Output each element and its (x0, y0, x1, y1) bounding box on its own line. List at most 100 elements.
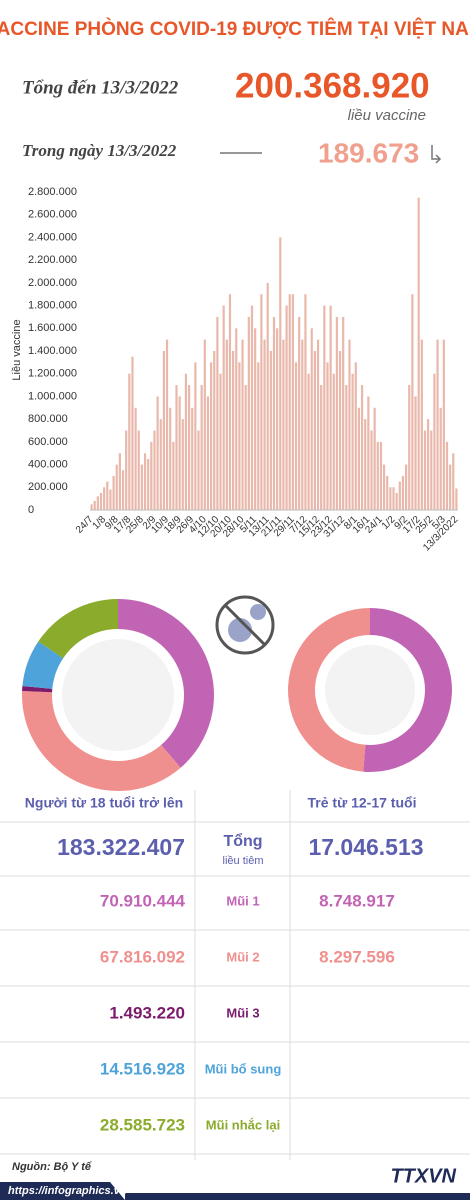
bar (386, 475, 389, 510)
y-tick-label: 2.000.000 (28, 277, 77, 289)
bar (250, 305, 254, 510)
bar (99, 492, 103, 510)
bar (401, 475, 405, 510)
bar (131, 356, 134, 510)
total-adult: 183.322.407 (57, 834, 185, 860)
donut-segment (363, 608, 452, 772)
logo: TTXVN (390, 1165, 456, 1187)
bar (427, 419, 430, 510)
bar (200, 385, 203, 510)
url[interactable]: https://infographics.vn (8, 1185, 127, 1197)
bar (276, 328, 279, 510)
bar (348, 339, 351, 510)
bar (376, 441, 379, 510)
bar (398, 481, 401, 510)
bar (222, 305, 225, 510)
bar (169, 407, 172, 510)
bar (320, 385, 323, 510)
bar (159, 419, 162, 510)
bar (442, 339, 445, 510)
bar (181, 419, 184, 510)
bar (430, 430, 433, 510)
bar (405, 464, 408, 510)
bar (96, 496, 99, 510)
adult-value: 28.585.723 (100, 1115, 185, 1134)
bar (121, 470, 125, 510)
bar (266, 282, 269, 510)
bar (247, 316, 250, 510)
bar (414, 396, 417, 510)
bar (93, 500, 96, 510)
bar (232, 351, 235, 510)
bar (411, 294, 414, 510)
bar (125, 430, 128, 510)
bar (282, 339, 285, 510)
dose-label: Mũi bổ sung (205, 1061, 282, 1076)
bar (235, 328, 238, 510)
footer-strip (125, 1193, 470, 1200)
bar (194, 362, 197, 510)
bar (395, 492, 398, 510)
bar (213, 351, 216, 510)
bar (367, 396, 370, 510)
donut-segment (287, 608, 370, 772)
bar (408, 385, 411, 510)
bar (140, 464, 143, 510)
bar (351, 373, 354, 510)
bar (187, 385, 191, 510)
bar (178, 396, 181, 510)
bar (420, 339, 423, 510)
y-tick-label: 200.000 (28, 481, 68, 493)
footer-url-bg (0, 1182, 125, 1200)
bar (147, 458, 150, 510)
bar (329, 305, 332, 510)
bar (228, 294, 232, 510)
adult-value: 14.516.928 (100, 1059, 185, 1078)
bar (301, 339, 304, 510)
bar (357, 407, 361, 510)
donut-segment (22, 686, 53, 693)
y-tick-label: 1.200.000 (28, 368, 77, 380)
total-label: Tổng đến 13/3/2022 (22, 77, 179, 98)
bar (137, 430, 140, 510)
dose-label: Mũi 1 (226, 893, 259, 908)
total-child: 17.046.513 (308, 834, 423, 860)
bar (392, 487, 395, 510)
donut-segment (118, 599, 214, 768)
bar (203, 339, 206, 510)
bar (364, 419, 367, 510)
bar (272, 316, 276, 510)
y-tick-label: 1.000.000 (28, 390, 77, 402)
total-value: 200.368.920 (235, 66, 430, 105)
bar (90, 504, 93, 510)
bar (209, 362, 213, 510)
y-tick-label: 2.600.000 (28, 209, 77, 221)
y-tick-label: 1.600.000 (28, 322, 77, 334)
child-value: 8.297.596 (319, 947, 395, 966)
bar (373, 407, 376, 510)
bar (436, 339, 439, 510)
y-tick-label: 0 (28, 504, 34, 516)
bar (294, 362, 298, 510)
bar (316, 339, 320, 510)
column-header: Trẻ từ 12-17 tuổi (308, 795, 417, 811)
arrow-icon (431, 145, 442, 164)
bar (156, 396, 159, 510)
adult-value: 70.910.444 (100, 891, 186, 910)
bar (191, 407, 194, 510)
bar (291, 294, 294, 510)
bar (109, 489, 112, 510)
y-tick-label: 1.800.000 (28, 299, 77, 311)
bar (184, 373, 188, 510)
y-tick-label: 400.000 (28, 458, 68, 470)
bar (115, 464, 118, 510)
adult-value: 67.816.092 (100, 947, 185, 966)
bar (455, 488, 458, 510)
bar (449, 464, 452, 510)
y-tick-label: 2.400.000 (28, 231, 77, 243)
dose-label: Mũi 3 (226, 1005, 259, 1020)
day-label: Trong ngày 13/3/2022 (22, 141, 177, 160)
bar (445, 441, 449, 510)
bar (165, 339, 169, 510)
bar (162, 351, 166, 510)
